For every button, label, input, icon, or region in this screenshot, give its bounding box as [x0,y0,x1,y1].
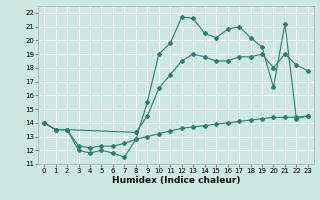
X-axis label: Humidex (Indice chaleur): Humidex (Indice chaleur) [112,176,240,185]
